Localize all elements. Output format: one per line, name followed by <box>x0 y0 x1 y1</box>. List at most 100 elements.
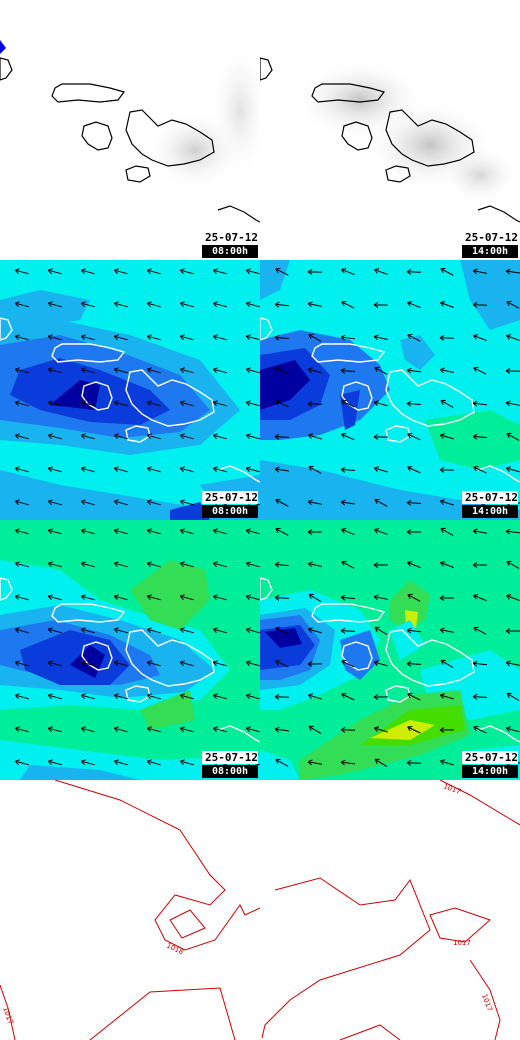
wind-arrow <box>374 498 388 507</box>
wind-arrow <box>275 400 289 408</box>
wind-arrow <box>440 267 454 276</box>
wind-arrow <box>80 466 95 473</box>
wind-arrow <box>113 400 128 407</box>
wind-arrow <box>113 301 128 308</box>
date-label: 25-07-12 <box>462 231 518 244</box>
wind-arrow <box>308 593 322 603</box>
wind-arrow <box>440 399 454 408</box>
wind-arrow <box>47 693 62 700</box>
wind-arrow <box>80 334 95 341</box>
wind-arrow <box>406 499 422 506</box>
date-label: 25-07-12 <box>202 231 258 244</box>
wind-arrow <box>179 528 194 535</box>
wind-arrow <box>47 660 62 667</box>
wind-arrow <box>113 561 128 568</box>
wind-arrow <box>275 366 289 375</box>
wind-arrow <box>113 367 128 374</box>
wind-arrow <box>146 433 161 440</box>
wind-arrow <box>14 594 29 601</box>
wind-arrow <box>374 758 388 768</box>
wind-arrow <box>47 528 62 535</box>
wind-arrow <box>373 301 389 308</box>
wind-arrow <box>179 400 194 407</box>
wind-arrow <box>506 692 520 702</box>
wind-arrow <box>505 400 520 407</box>
timestamp: 25-07-12 14:00h <box>462 491 518 518</box>
wind-arrow <box>14 528 29 535</box>
wind-arrow <box>14 499 29 506</box>
wind-arrow <box>373 660 388 667</box>
wind-arrow <box>439 367 454 374</box>
cloud-map-panel-1400: 25-07-12 14:00h <box>260 0 520 260</box>
wind-arrows <box>274 527 520 768</box>
wind-arrow <box>245 594 260 601</box>
wind-arrow <box>14 693 29 700</box>
wind-arrow <box>506 300 520 309</box>
wind-arrow <box>440 659 454 669</box>
timestamp: 25-07-12 08:00h <box>202 231 258 258</box>
wind-arrow <box>307 561 322 568</box>
wind-arrow <box>245 627 260 634</box>
wind-arrow <box>113 268 128 275</box>
wind-arrow <box>146 660 161 667</box>
wind-arrow <box>113 594 128 601</box>
wind-arrow <box>505 660 520 667</box>
wind-arrow <box>179 627 194 634</box>
wind-arrow <box>406 759 422 766</box>
wind-arrow <box>373 466 388 473</box>
wind-arrow <box>307 499 322 506</box>
wind-arrow <box>14 301 29 308</box>
wind-arrow <box>373 562 389 568</box>
time-label: 08:00h <box>202 505 258 518</box>
coastline-light <box>260 317 520 483</box>
wind-arrow <box>473 594 487 602</box>
pressure-map: 1017 1018 1017 1017 1017 <box>0 780 520 1040</box>
wind-arrow <box>212 268 227 275</box>
wind-arrow <box>341 692 355 701</box>
gust-map-panel-1400: 25-07-12 14:00h <box>260 520 520 780</box>
wind-arrow <box>275 527 289 536</box>
wind-arrow <box>275 758 289 767</box>
isobars <box>0 780 520 1040</box>
wind-arrow <box>407 561 421 569</box>
wind-arrow <box>473 366 487 375</box>
wind-arrow <box>47 400 62 407</box>
wind-arrow <box>274 433 290 440</box>
wind-arrow <box>406 367 422 374</box>
wind-arrow <box>340 594 356 601</box>
wind-arrow <box>275 659 289 668</box>
wind-arrow <box>113 693 128 700</box>
coastline-dark <box>260 57 520 223</box>
wind-arrow <box>340 627 356 634</box>
wind-arrow <box>472 562 488 568</box>
wind-arrow <box>179 433 194 440</box>
wind-arrow <box>308 465 322 474</box>
wind-arrow <box>505 628 520 634</box>
wind-arrow <box>373 726 388 733</box>
wind-arrow <box>505 726 520 733</box>
wind-arrow <box>307 529 323 535</box>
wind-arrow <box>472 528 487 535</box>
wind-arrow <box>14 466 29 473</box>
wind-arrow <box>472 268 487 275</box>
wind-arrow <box>113 627 128 634</box>
wind-arrow <box>212 693 227 700</box>
wind-arrow <box>14 367 29 374</box>
wind-arrow <box>245 466 260 473</box>
coastline-light <box>0 317 260 483</box>
cloud-map <box>260 0 520 260</box>
wind-arrow <box>212 726 227 733</box>
wind-arrow <box>245 367 260 374</box>
wind-arrow <box>505 528 520 535</box>
wind-arrow <box>179 561 194 568</box>
wind-arrow <box>80 499 95 506</box>
wind-arrow <box>275 626 289 635</box>
wind-arrow <box>407 593 421 602</box>
time-label: 14:00h <box>462 765 518 778</box>
wind-arrow <box>179 594 194 601</box>
wind-arrow <box>146 726 161 733</box>
wind-arrow <box>406 529 422 535</box>
timestamp: 25-07-12 08:00h <box>202 491 258 518</box>
isobar-labels: 1017 1018 1017 1017 1017 <box>1 782 494 1025</box>
wind-arrow <box>146 528 161 535</box>
